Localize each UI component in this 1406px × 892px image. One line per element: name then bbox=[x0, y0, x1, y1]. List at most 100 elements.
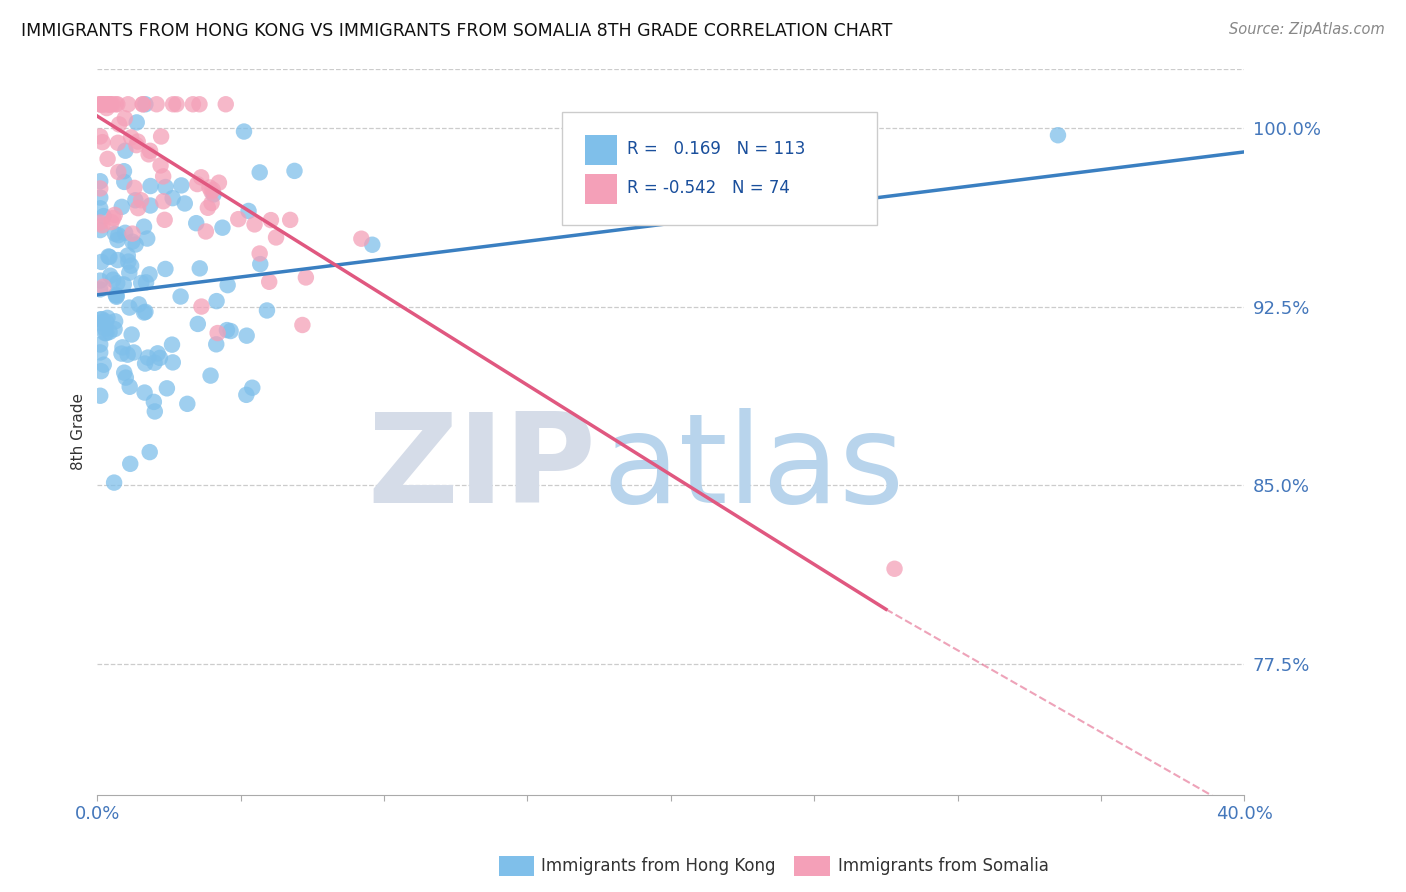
Point bbox=[89, 174, 111, 188]
Point bbox=[94, 321, 117, 335]
Point bbox=[127, 135, 149, 149]
Point bbox=[101, 97, 124, 112]
Text: ZIP: ZIP bbox=[367, 408, 596, 529]
Point bbox=[249, 165, 271, 179]
Point bbox=[120, 130, 142, 145]
Point bbox=[295, 270, 318, 285]
Point bbox=[226, 212, 249, 227]
Point bbox=[111, 200, 134, 214]
Point bbox=[107, 136, 129, 150]
Point bbox=[98, 268, 121, 283]
Point bbox=[194, 225, 217, 239]
FancyBboxPatch shape bbox=[562, 112, 877, 225]
Point bbox=[112, 175, 135, 189]
Point bbox=[122, 345, 145, 359]
Point bbox=[89, 202, 111, 216]
Point bbox=[149, 158, 172, 172]
Point bbox=[117, 254, 139, 268]
Point bbox=[93, 279, 115, 293]
Point bbox=[146, 346, 169, 360]
Text: atlas: atlas bbox=[602, 408, 904, 529]
Point bbox=[117, 248, 139, 262]
Point bbox=[235, 388, 257, 402]
Point bbox=[170, 178, 193, 193]
Point bbox=[117, 348, 139, 362]
Point bbox=[256, 303, 278, 318]
Point bbox=[104, 288, 127, 302]
Point bbox=[145, 97, 167, 112]
Point bbox=[139, 198, 162, 212]
Point bbox=[134, 385, 156, 400]
Point bbox=[240, 381, 263, 395]
Point bbox=[138, 147, 160, 161]
Point bbox=[208, 176, 231, 190]
Point bbox=[278, 213, 301, 227]
Point bbox=[131, 97, 153, 112]
Point bbox=[101, 273, 124, 287]
Point bbox=[202, 187, 225, 202]
Point bbox=[291, 318, 314, 332]
Point bbox=[125, 115, 148, 129]
Point bbox=[89, 389, 111, 403]
Point bbox=[188, 97, 211, 112]
Point bbox=[138, 268, 160, 282]
Point bbox=[98, 97, 121, 112]
Point bbox=[89, 316, 111, 330]
Point bbox=[132, 219, 155, 234]
Point bbox=[125, 138, 148, 153]
Point bbox=[138, 445, 160, 459]
Point bbox=[94, 314, 117, 328]
FancyBboxPatch shape bbox=[585, 174, 617, 204]
Point bbox=[233, 124, 256, 138]
Point bbox=[211, 220, 233, 235]
Point bbox=[129, 193, 152, 207]
Point bbox=[111, 340, 134, 354]
Point bbox=[89, 282, 111, 296]
Point bbox=[121, 227, 143, 241]
Point bbox=[264, 230, 287, 244]
Point bbox=[190, 300, 212, 314]
Point bbox=[124, 181, 146, 195]
Point bbox=[207, 326, 229, 340]
Point bbox=[190, 170, 212, 185]
Text: Source: ZipAtlas.com: Source: ZipAtlas.com bbox=[1229, 22, 1385, 37]
Point bbox=[105, 288, 128, 302]
Point bbox=[91, 218, 114, 232]
Point bbox=[90, 364, 112, 378]
Point bbox=[89, 181, 111, 195]
Point bbox=[103, 322, 125, 336]
Point bbox=[98, 250, 121, 264]
Point bbox=[93, 209, 115, 223]
Point bbox=[200, 368, 222, 383]
Point bbox=[139, 179, 162, 194]
Point bbox=[114, 226, 136, 240]
Point bbox=[139, 144, 162, 158]
Point bbox=[134, 97, 156, 112]
Point bbox=[96, 101, 118, 115]
Point bbox=[103, 211, 125, 225]
Point bbox=[149, 351, 172, 365]
Point bbox=[89, 97, 111, 112]
Point bbox=[104, 97, 127, 112]
Point bbox=[205, 337, 228, 351]
Point bbox=[235, 328, 257, 343]
Point bbox=[121, 235, 143, 249]
Point bbox=[93, 358, 115, 372]
Point bbox=[153, 212, 176, 227]
Point bbox=[89, 129, 111, 144]
Point bbox=[143, 356, 166, 370]
Point bbox=[249, 257, 271, 271]
Point bbox=[117, 97, 139, 112]
Text: R =   0.169   N = 113: R = 0.169 N = 113 bbox=[627, 140, 806, 158]
Point bbox=[120, 259, 142, 273]
Point bbox=[142, 395, 165, 409]
Point bbox=[98, 97, 121, 112]
Point bbox=[89, 190, 111, 204]
Point bbox=[100, 215, 122, 229]
Point bbox=[200, 196, 222, 211]
Point bbox=[215, 97, 238, 112]
Point bbox=[186, 177, 208, 191]
Point bbox=[283, 164, 305, 178]
Text: R = -0.542   N = 74: R = -0.542 N = 74 bbox=[627, 179, 790, 197]
Point bbox=[205, 294, 228, 309]
